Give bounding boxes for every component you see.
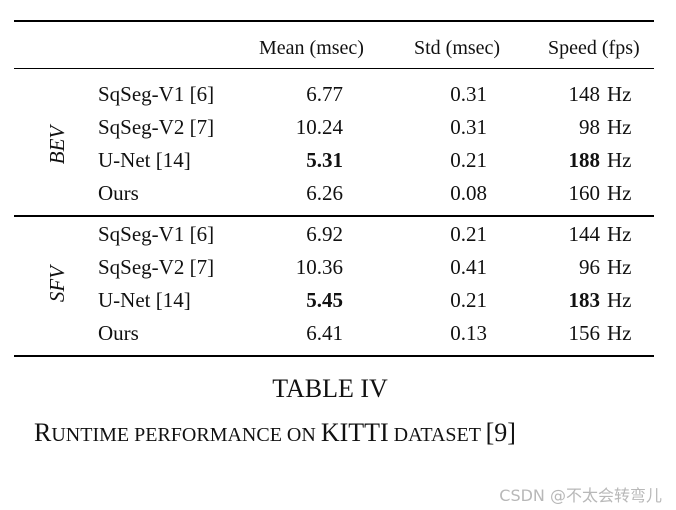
mean-cell: 6.26 (306, 181, 343, 205)
caption-part: KITTI (320, 418, 389, 447)
speed-unit-cell: Hz (607, 82, 632, 106)
method-cell: SqSeg-V1 [6] (98, 222, 215, 246)
speed-cell: 156 (568, 321, 601, 345)
table-number: TABLE IV (272, 374, 388, 403)
group-label-sfv: SFV (45, 265, 69, 303)
group-separator-rule (14, 215, 654, 217)
speed-cell: 188 (568, 148, 601, 172)
mean-cell: 6.41 (306, 321, 343, 345)
caption-part: [9] (485, 418, 516, 447)
speed-cell: 148 (568, 82, 601, 106)
speed-cell: 144 (568, 222, 601, 246)
mean-cell: 6.92 (306, 222, 343, 246)
std-cell: 0.21 (450, 222, 487, 246)
speed-unit-cell: Hz (607, 115, 632, 139)
watermark: CSDN @不太会转弯儿 (499, 486, 662, 505)
mean-cell: 5.31 (306, 148, 343, 172)
table-caption: RUNTIME PERFORMANCE ON KITTI DATASET [9] (34, 418, 516, 450)
speed-unit-cell: Hz (607, 321, 632, 345)
header-speed: Speed (fps) (548, 37, 640, 59)
group-label-bev: BEV (45, 125, 69, 165)
speed-unit-cell: Hz (607, 148, 632, 172)
speed-unit-cell: Hz (607, 255, 632, 279)
speed-cell: 160 (568, 181, 601, 205)
method-cell: SqSeg-V1 [6] (98, 82, 215, 106)
mean-cell: 6.77 (306, 82, 343, 106)
std-cell: 0.31 (450, 115, 487, 139)
bottom-rule (14, 355, 654, 357)
method-cell: Ours (98, 181, 139, 205)
std-cell: 0.21 (450, 288, 487, 312)
std-cell: 0.41 (450, 255, 487, 279)
mean-cell: 10.24 (295, 115, 343, 139)
std-cell: 0.21 (450, 148, 487, 172)
caption-part: R (34, 418, 52, 447)
std-cell: 0.31 (450, 82, 487, 106)
header-rule (14, 68, 654, 69)
method-cell: U-Net [14] (98, 148, 191, 172)
speed-cell: 98 (579, 115, 600, 139)
method-cell: SqSeg-V2 [7] (98, 115, 215, 139)
std-cell: 0.13 (450, 321, 487, 345)
mean-cell: 10.36 (295, 255, 343, 279)
header-std: Std (msec) (414, 37, 501, 59)
std-cell: 0.08 (450, 181, 487, 205)
speed-unit-cell: Hz (607, 222, 632, 246)
header-mean: Mean (msec) (259, 37, 364, 59)
caption-part: DATASET (388, 424, 486, 446)
caption-part: UNTIME PERFORMANCE ON (51, 424, 321, 446)
method-cell: SqSeg-V2 [7] (98, 255, 215, 279)
speed-unit-cell: Hz (607, 181, 632, 205)
speed-unit-cell: Hz (607, 288, 632, 312)
method-cell: Ours (98, 321, 139, 345)
top-rule (14, 20, 654, 22)
method-cell: U-Net [14] (98, 288, 191, 312)
speed-cell: 183 (568, 288, 601, 312)
mean-cell: 5.45 (306, 288, 343, 312)
speed-cell: 96 (579, 255, 600, 279)
